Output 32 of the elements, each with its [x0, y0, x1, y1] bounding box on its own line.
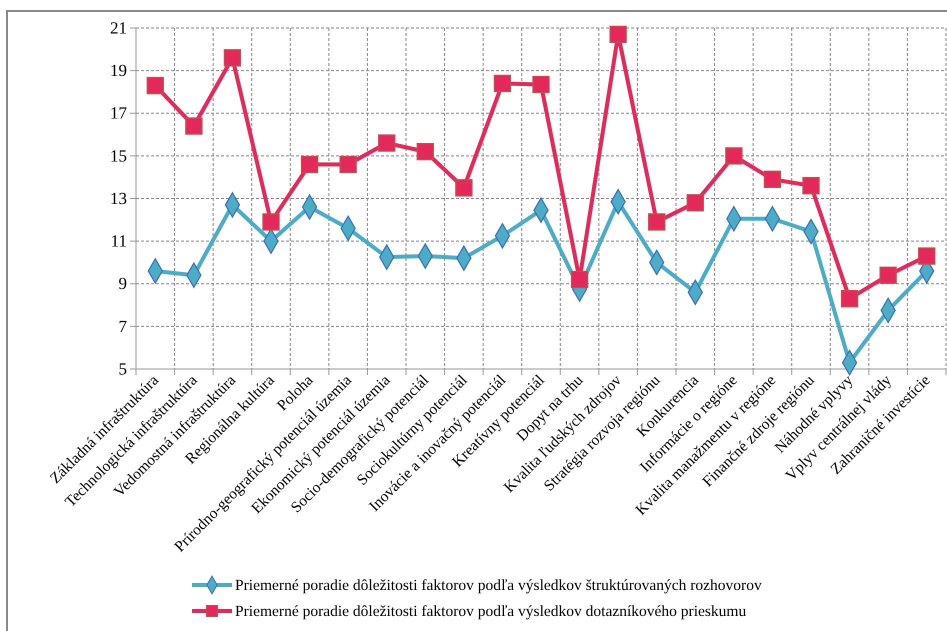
point — [840, 290, 858, 308]
point — [224, 49, 242, 66]
point — [494, 74, 512, 92]
y-tick-label: 11 — [110, 232, 127, 251]
point — [262, 213, 280, 231]
y-tick-label: 15 — [110, 146, 127, 166]
y-tick-label: 9 — [118, 274, 127, 294]
y-tick-label: 5 — [118, 359, 127, 378]
point — [185, 117, 203, 135]
point — [686, 194, 704, 212]
point — [570, 270, 588, 288]
point — [455, 179, 473, 197]
point — [725, 147, 743, 165]
point — [802, 177, 820, 194]
y-tick-label: 21 — [110, 18, 127, 38]
point — [879, 266, 897, 284]
point — [339, 156, 357, 174]
y-tick-label: 17 — [110, 104, 128, 123]
point — [918, 247, 936, 265]
legend-label: Priemerné poradie dôležitosti faktorov podľa výsledkov dotazníkového prieskumu — [235, 603, 746, 620]
point — [532, 76, 550, 94]
y-tick-label: 13 — [110, 188, 127, 208]
y-tick-label: 19 — [110, 61, 127, 80]
y-tick-label: 7 — [118, 316, 128, 336]
point — [378, 134, 396, 152]
point — [764, 170, 782, 188]
legend-label: Priemerné poradie dôležitosti faktorov podľa výsledkov štruktúrovaných rozhovorov — [235, 577, 762, 594]
point — [146, 76, 164, 94]
point — [648, 213, 666, 231]
point — [300, 156, 318, 174]
point — [609, 26, 627, 44]
point — [416, 142, 434, 160]
